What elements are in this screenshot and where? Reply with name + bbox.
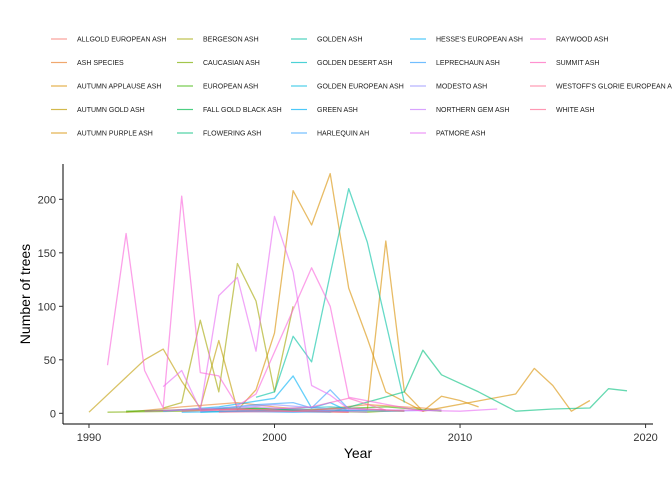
series-line-raywood-ash [106,195,424,412]
series-layer [88,172,628,413]
legend-label-leprechaun-ash: LEPRECHAUN ASH [436,60,500,67]
x-tick-label: 2020 [633,432,657,444]
legend-label-golden-european-ash: GOLDEN EUROPEAN ASH [317,84,404,91]
series-line-flowering-ash [330,349,628,413]
legend-label-golden-desert-ash: GOLDEN DESERT ASH [317,60,393,67]
chart-legend: ALLGOLD EUROPEAN ASH ASH SPECIES AUTUMN AP… [51,37,672,138]
legend-label-autumn-purple-ash: AUTUMN PURPLE ASH [77,131,153,138]
legend-label-green-ash: GREEN ASH [317,107,358,114]
y-axis-title: Number of trees [17,244,33,344]
legend-label-golden-ash: GOLDEN ASH [317,37,363,44]
legend-label-white-ash: WHITE ASH [556,107,595,114]
x-axis-ticks: 1990 2000 2010 2020 [77,424,658,444]
legend-label-fall-gold-black-ash: FALL GOLD BLACK ASH [203,107,282,114]
legend-label-bergeson-ash: BERGESON ASH [203,37,259,44]
legend-label-autumn-applause-ash: AUTUMN APPLAUSE ASH [77,84,161,91]
legend-label-caucasian-ash: CAUCASIAN ASH [203,60,260,67]
legend-label-westoff-s-glorie-european-ash: WESTOFF'S GLORIE EUROPEAN ASH [556,84,672,91]
legend-label-summit-ash: SUMMIT ASH [556,60,599,67]
legend-label-flowering-ash: FLOWERING ASH [203,131,261,138]
y-tick-label: 200 [38,194,56,206]
y-tick-label: 0 [50,408,56,420]
legend-label-northern-gem-ash: NORTHERN GEM ASH [436,107,509,114]
legend-label-european-ash: EUROPEAN ASH [203,84,258,91]
series-line-summit-ash [144,397,386,412]
legend-label-allgold-european-ash: ALLGOLD EUROPEAN ASH [77,37,166,44]
series-line-harlequin-ah [200,389,350,411]
legend-label-modesto-ash: MODESTO ASH [436,84,487,91]
x-tick-label: 2000 [262,432,286,444]
x-tick-label: 2010 [448,432,472,444]
y-axis-ticks: 0 50 100 150 200 [38,194,63,420]
series-line-autumn-purple-ash [236,172,479,412]
legend-label-ash-species: ASH SPECIES [77,60,124,67]
legend-label-autumn-gold-ash: AUTUMN GOLD ASH [77,107,145,114]
y-tick-label: 150 [38,248,56,260]
legend-label-hesse-s-european-ash: HESSE'S EUROPEAN ASH [436,37,523,44]
series-line-autumn-applause-ash [366,240,591,412]
series-line-golden-ash [255,187,406,403]
y-tick-label: 100 [38,301,56,313]
series-line-bergeson-ash [163,262,294,409]
y-tick-label: 50 [44,355,56,367]
legend-label-raywood-ash: RAYWOOD ASH [556,37,608,44]
legend-label-harlequin-ah: HARLEQUIN AH [317,131,369,138]
series-line-patmore-ash [162,215,498,412]
x-axis-title: Year [344,445,373,461]
series-line-autumn-gold-ash [88,339,239,413]
chart-axes: 1990 2000 2010 2020 0 50 100 150 200 [38,164,658,444]
legend-label-patmore-ash: PATMORE ASH [436,131,486,138]
series-line-white-ash [181,407,405,412]
x-tick-label: 1990 [77,432,101,444]
